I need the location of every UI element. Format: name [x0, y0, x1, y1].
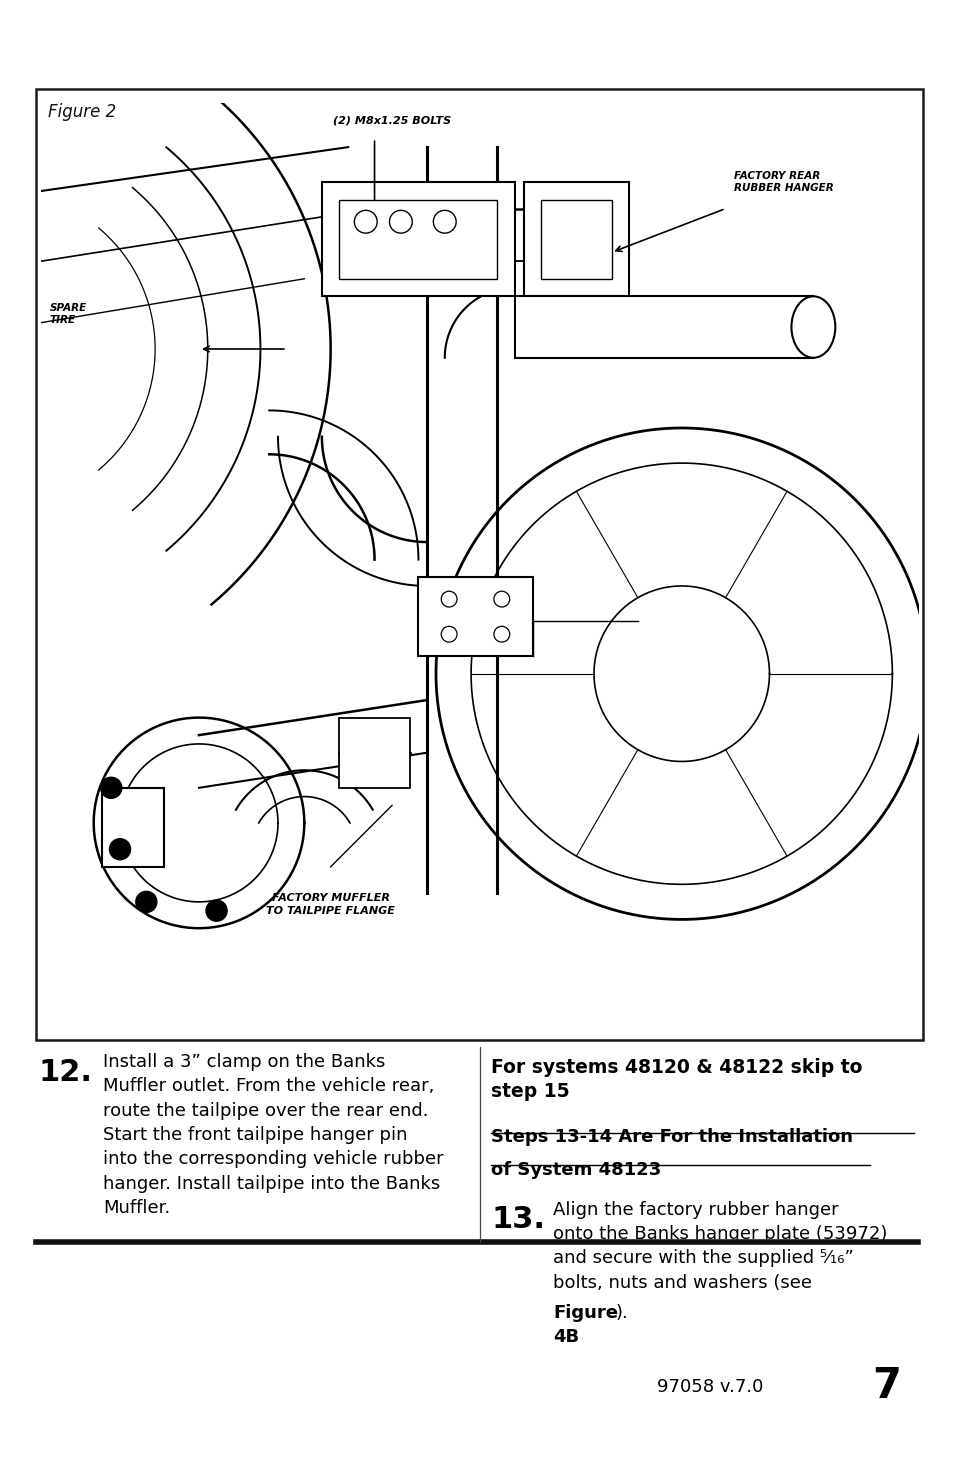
Text: (2) M8x1.25 BOLTS: (2) M8x1.25 BOLTS [333, 117, 451, 125]
Text: FACTORY MUFFLER
TO TAILPIPE FLANGE: FACTORY MUFFLER TO TAILPIPE FLANGE [266, 894, 395, 916]
Text: 13.: 13. [491, 1205, 545, 1235]
Ellipse shape [791, 296, 835, 358]
Circle shape [206, 900, 227, 922]
Circle shape [110, 839, 131, 860]
Bar [321, 183, 515, 296]
Text: 12.: 12. [38, 1058, 92, 1087]
Text: Figure 2: Figure 2 [48, 103, 116, 121]
Bar [515, 296, 813, 358]
Text: 97058 v.7.0: 97058 v.7.0 [656, 1378, 762, 1395]
Bar [102, 788, 164, 867]
Text: Steps 13-14 Are For the Installation: Steps 13-14 Are For the Installation [491, 1128, 852, 1146]
Text: FACTORY REAR
RUBBER HANGER: FACTORY REAR RUBBER HANGER [734, 171, 833, 193]
Bar [540, 199, 611, 279]
Text: Figure
4B: Figure 4B [553, 1304, 618, 1347]
Text: ).: ). [615, 1304, 627, 1322]
Text: of System 48123: of System 48123 [491, 1161, 667, 1179]
Bar [36, 88, 923, 1040]
Text: SPARE
TIRE: SPARE TIRE [50, 302, 87, 324]
Bar [339, 717, 409, 788]
Circle shape [135, 891, 156, 913]
Circle shape [101, 777, 122, 798]
Bar [523, 183, 628, 296]
Bar [339, 199, 497, 279]
Text: Install a 3” clamp on the Banks
Muffler outlet. From the vehicle rear,
route the: Install a 3” clamp on the Banks Muffler … [103, 1053, 443, 1217]
Text: For systems 48120 & 48122 skip to
step 15: For systems 48120 & 48122 skip to step 1… [491, 1058, 862, 1100]
Bar [418, 577, 532, 656]
Text: 7: 7 [872, 1366, 901, 1407]
Text: Align the factory rubber hanger
onto the Banks hanger plate (53972)
and secure w: Align the factory rubber hanger onto the… [553, 1201, 886, 1292]
